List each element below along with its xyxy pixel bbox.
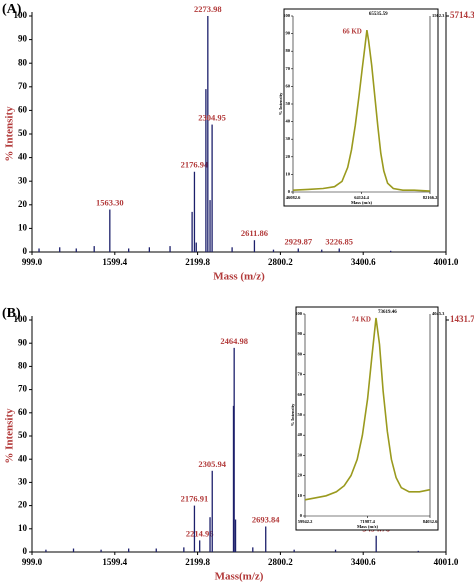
y-tick-label: 40 — [18, 152, 28, 162]
x-tick-label: 4001.0 — [434, 257, 459, 267]
inset-y-tick-label: 40 — [298, 432, 303, 437]
inset-y-tick-label: 10 — [298, 493, 303, 498]
x-tick-label: 999.0 — [22, 557, 43, 567]
inset-x-tick-label: 82166.2 — [423, 195, 438, 200]
y-tick-label: 0 — [23, 246, 28, 256]
peak-label: 2693.84 — [252, 514, 280, 524]
y-tick-label: 20 — [18, 199, 28, 209]
inset-peak-label: 65535.59 — [369, 12, 388, 17]
inset-y2-tick-label: 4045.3 — [432, 311, 445, 316]
y-axis-title: % Intensity — [4, 106, 16, 162]
inset-frame — [283, 8, 439, 207]
x-tick-label: 2199.8 — [185, 257, 210, 267]
inset-y2-tick-label: 1562.3 — [432, 13, 445, 18]
inset-y-tick-label: 60 — [298, 392, 303, 397]
y-tick-label: 10 — [18, 523, 28, 533]
inset-curve — [292, 29, 431, 192]
inset-x-axis-title: Mass (m/z) — [351, 200, 373, 205]
inset-y-tick-label: 30 — [298, 452, 303, 457]
inset-annotation: 74 KD — [352, 316, 371, 324]
inset-y-tick-label: 50 — [298, 412, 303, 417]
inset-x-tick-label: 59942.2 — [298, 519, 313, 524]
x-tick-label: 3400.6 — [351, 557, 376, 567]
x-tick-label: 1599.4 — [102, 557, 127, 567]
y-tick-label: 30 — [18, 476, 28, 486]
inset-frame — [295, 306, 439, 531]
inset-y-tick-label: 100 — [295, 311, 303, 316]
y-axis-title: % Intensity — [4, 408, 16, 464]
y-tick-label: 0 — [23, 546, 28, 556]
inset-x-axis-title: Mass (m/z) — [357, 524, 379, 529]
inset-y-tick-label: 10 — [286, 171, 291, 176]
inset-y-tick-label: 90 — [286, 31, 291, 36]
x-tick-label: 2800.2 — [268, 257, 293, 267]
y-tick-label: 10 — [18, 222, 28, 232]
peak-label: 2214.96 — [186, 528, 214, 538]
y-tick-label: 20 — [18, 500, 28, 510]
x-tick-label: 4001.0 — [434, 557, 459, 567]
y-tick-label: 50 — [18, 128, 28, 138]
x-tick-label: 2199.8 — [185, 557, 210, 567]
inset-y-axis-title: % Intensity — [290, 403, 295, 426]
y-tick-label: 90 — [18, 34, 28, 44]
inset-y-tick-label: 50 — [286, 101, 291, 106]
inset-y-tick-label: 40 — [286, 119, 291, 124]
inset-x-tick-label: 84032.6 — [423, 519, 438, 524]
inset-y-tick-label: 30 — [286, 136, 291, 141]
y-tick-label: 80 — [18, 57, 28, 67]
y-tick-label: 60 — [18, 104, 28, 114]
inset-y-tick-label: 20 — [298, 473, 303, 478]
y-tick-label: 100 — [14, 10, 28, 20]
inset-y-tick-label: 70 — [298, 372, 303, 377]
inset-y-tick-label: 70 — [286, 66, 291, 71]
inset-curve — [304, 317, 431, 501]
peak-label: 2929.87 — [284, 236, 312, 246]
inset-y-tick-label: 90 — [298, 331, 303, 336]
x-tick-label: 3400.6 — [351, 257, 376, 267]
y2-tick-label: 1431.7 — [450, 314, 474, 324]
x-axis-title: Mass(m/z) — [215, 571, 264, 583]
inset-annotation: 66 KD — [343, 28, 362, 36]
inset-y-axis-title: % Intensity — [278, 92, 283, 115]
x-tick-label: 1599.4 — [102, 257, 127, 267]
peak-label: 2305.94 — [198, 459, 226, 469]
y-tick-label: 70 — [18, 81, 28, 91]
y-tick-label: 50 — [18, 430, 28, 440]
inset-peak-label: 73619.46 — [378, 310, 397, 315]
inset-y-tick-label: 60 — [286, 83, 291, 88]
inset-x-tick-label: 64124.4 — [354, 195, 369, 200]
peak-label: 2304.95 — [198, 113, 226, 123]
peak-label: 3226.85 — [325, 236, 353, 246]
peak-label: 2176.94 — [181, 160, 209, 170]
y-tick-label: 60 — [18, 407, 28, 417]
y-tick-label: 30 — [18, 175, 28, 185]
peak-label: 2611.86 — [241, 228, 268, 238]
peak-label: 1563.30 — [96, 197, 124, 207]
x-tick-label: 999.0 — [22, 257, 43, 267]
y-tick-label: 40 — [18, 453, 28, 463]
y2-tick-label: 5714.3 — [450, 10, 474, 20]
y-tick-label: 70 — [18, 384, 28, 394]
peak-label: 2464.98 — [220, 336, 248, 346]
inset-y-tick-label: 100 — [283, 13, 291, 18]
inset-y-tick-label: 20 — [286, 154, 291, 159]
inset-x-tick-label: 71987.4 — [360, 519, 375, 524]
inset-y-tick-label: 80 — [286, 48, 291, 53]
y-tick-label: 90 — [18, 337, 28, 347]
y-tick-label: 80 — [18, 360, 28, 370]
peak-label: 2176.91 — [181, 494, 209, 504]
panel-label: (A) — [2, 2, 22, 17]
inset-y-tick-label: 80 — [298, 351, 303, 356]
inset-x-tick-label: 46082.6 — [286, 195, 301, 200]
x-axis-title: Mass (m/z) — [213, 271, 265, 283]
panel-label: (B) — [2, 306, 21, 321]
inset-y-tick-label: 0 — [288, 189, 291, 194]
y-tick-label: 100 — [14, 314, 28, 324]
x-tick-label: 2800.2 — [268, 557, 293, 567]
inset-y-tick-label: 0 — [300, 513, 303, 518]
peak-label: 2273.98 — [194, 4, 222, 14]
